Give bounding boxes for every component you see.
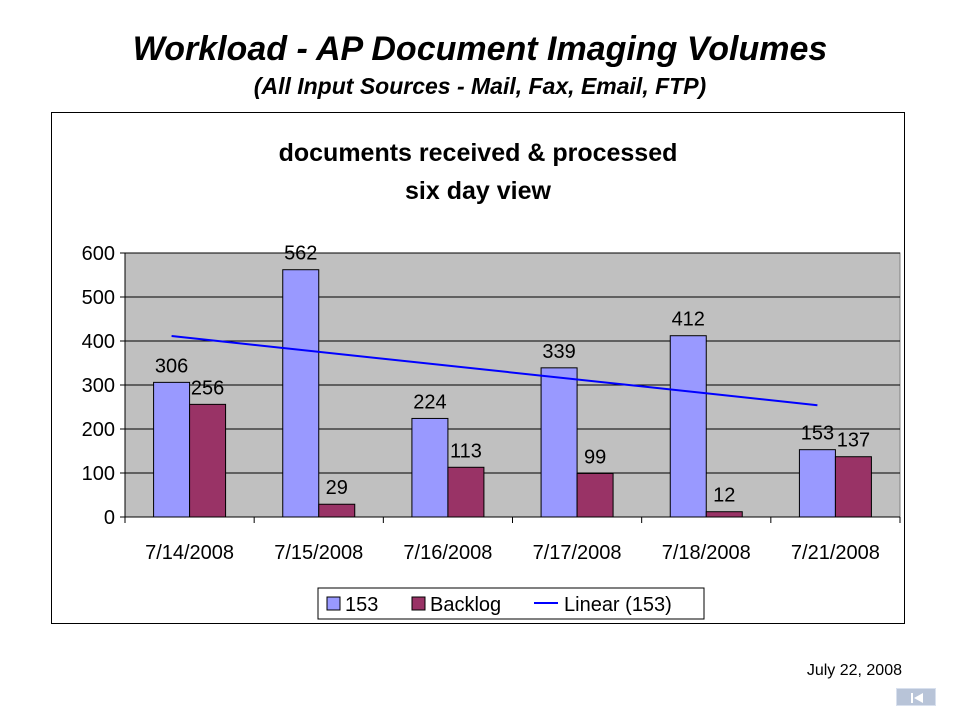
slide-title: Workload - AP Document Imaging Volumes bbox=[132, 30, 828, 68]
y-tick-label: 400 bbox=[82, 331, 115, 353]
x-tick-label: 7/14/2008 bbox=[145, 542, 234, 564]
bar bbox=[576, 472, 614, 518]
slide-subtitle: (All Input Sources - Mail, Fax, Email, F… bbox=[253, 73, 707, 99]
chart-frame: documents received & processed six day vi… bbox=[51, 112, 905, 624]
legend-box bbox=[317, 587, 705, 620]
data-label: 137 bbox=[837, 430, 870, 452]
bar bbox=[540, 367, 578, 518]
data-label: 339 bbox=[542, 341, 575, 363]
bar bbox=[669, 335, 707, 518]
data-label: 306 bbox=[155, 355, 188, 377]
trendline bbox=[171, 335, 818, 407]
chart-title-line: documents received & processed bbox=[279, 139, 678, 167]
x-tick-label: 7/15/2008 bbox=[274, 542, 363, 564]
y-tick-label: 200 bbox=[82, 419, 115, 441]
data-label: 224 bbox=[413, 391, 446, 413]
data-label: 412 bbox=[672, 309, 705, 331]
y-tick-label: 500 bbox=[82, 287, 115, 309]
y-tick-label: 100 bbox=[82, 463, 115, 485]
legend-swatch bbox=[411, 596, 426, 611]
footer-date: July 22, 2008 bbox=[806, 662, 902, 679]
chart-title-line: six day view bbox=[405, 177, 551, 205]
data-label: 29 bbox=[326, 477, 348, 499]
bar bbox=[447, 466, 485, 518]
bar bbox=[705, 511, 743, 518]
y-tick-label: 600 bbox=[82, 243, 115, 265]
y-tick-label: 300 bbox=[82, 375, 115, 397]
bar-chart: documents received & processed six day vi… bbox=[82, 139, 901, 620]
data-label: 99 bbox=[584, 446, 606, 468]
x-tick-label: 7/18/2008 bbox=[662, 542, 751, 564]
previous-slide-button[interactable] bbox=[896, 688, 936, 706]
legend-swatch bbox=[326, 596, 341, 611]
data-label: 12 bbox=[713, 485, 735, 507]
x-tick-label: 7/21/2008 bbox=[791, 542, 880, 564]
legend-label: Backlog bbox=[430, 594, 501, 616]
bar bbox=[318, 503, 356, 518]
bar bbox=[798, 449, 836, 518]
bar bbox=[834, 456, 872, 518]
data-label: 153 bbox=[801, 423, 834, 445]
x-tick-label: 7/16/2008 bbox=[403, 542, 492, 564]
data-label: 256 bbox=[191, 377, 224, 399]
previous-slide-icon bbox=[911, 693, 923, 703]
y-tick-label: 0 bbox=[104, 507, 115, 529]
bar bbox=[411, 417, 449, 518]
data-label: 562 bbox=[284, 243, 317, 265]
bar bbox=[282, 269, 320, 518]
bar bbox=[189, 403, 227, 518]
legend-label: Linear (153) bbox=[564, 594, 672, 616]
data-label: 113 bbox=[450, 440, 482, 462]
bar bbox=[153, 381, 191, 518]
legend-label: 153 bbox=[345, 594, 378, 616]
x-tick-label: 7/17/2008 bbox=[533, 542, 622, 564]
